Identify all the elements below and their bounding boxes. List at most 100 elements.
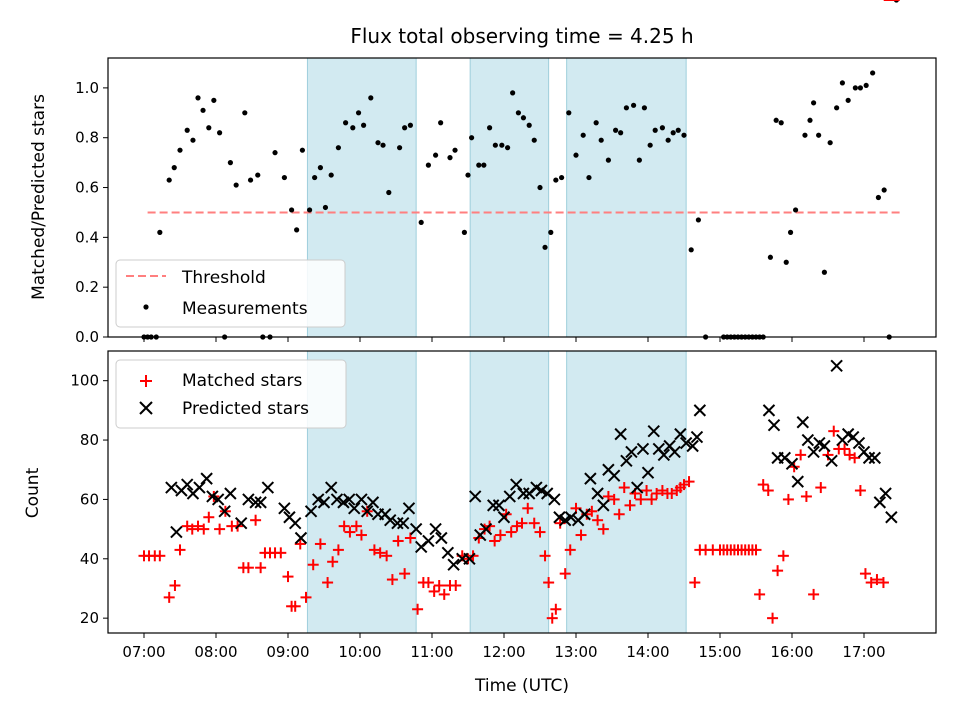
measurement-point — [675, 127, 681, 133]
matched-star-point — [839, 443, 851, 455]
matched-star-point — [186, 523, 198, 535]
matched-star-point — [777, 550, 789, 562]
x-bar — [517, 487, 530, 500]
measurement-points — [141, 0, 899, 340]
x-bar — [435, 531, 448, 545]
bottom-y-ticks: 20 40 60 80 100 — [70, 372, 108, 627]
measurement-point — [816, 132, 822, 138]
predicted-star-point — [614, 427, 627, 441]
measurement-point — [593, 120, 599, 126]
predicted-star-point — [641, 466, 655, 479]
matched-star-point — [322, 577, 334, 589]
x-bar — [762, 404, 776, 417]
measurement-point — [631, 102, 637, 108]
predicted-star-point — [885, 511, 898, 524]
measurement-point — [492, 142, 498, 148]
measurement-point — [688, 247, 694, 253]
x-bar — [548, 493, 561, 506]
x-bar — [360, 505, 374, 518]
x-bar — [294, 531, 308, 545]
measurement-point — [778, 120, 784, 126]
predicted-star-point — [441, 546, 455, 560]
predicted-star-point — [597, 499, 610, 512]
predicted-legend-label: Predicted stars — [182, 399, 309, 419]
predicted-star-point — [674, 427, 687, 441]
y-tick-label: 40 — [80, 550, 99, 568]
measurement-point — [447, 155, 453, 161]
y-tick-label: 20 — [80, 609, 99, 627]
matched-legend-label: Matched stars — [182, 371, 302, 391]
predicted-star-point — [224, 487, 237, 500]
matched-star-point — [250, 514, 262, 526]
matched-star-point — [757, 479, 769, 491]
x-bar — [825, 454, 838, 468]
predicted-star-point — [324, 481, 338, 494]
matched-star-point — [327, 556, 339, 568]
measurement-point — [537, 184, 543, 191]
measurement-point — [573, 152, 579, 158]
predicted-star-point — [690, 430, 704, 444]
measurement-point — [217, 130, 223, 136]
measurement-point — [335, 145, 341, 151]
predicted-star-point — [402, 502, 416, 515]
measurement-point — [184, 127, 190, 133]
predicted-star-point — [852, 436, 866, 450]
matched-star-point — [859, 568, 871, 580]
x-bar — [254, 496, 267, 509]
matched-star-point — [350, 520, 362, 532]
predicted-star-point — [791, 475, 804, 488]
y-tick-label: 1.0 — [75, 79, 99, 97]
matched-star-point — [750, 544, 762, 556]
predicted-star-point — [510, 478, 523, 491]
matched-star-point — [174, 544, 186, 556]
matched-star-point — [592, 514, 604, 526]
measurement-point — [821, 269, 828, 275]
matched-star-point — [613, 508, 625, 520]
x-bar — [636, 442, 650, 456]
x-bar — [668, 445, 681, 459]
matched-star-point — [169, 580, 181, 592]
x-bar — [463, 552, 476, 565]
matched-star-point — [683, 476, 695, 488]
x-bar — [342, 493, 356, 506]
x-bar — [497, 511, 511, 524]
measurement-point — [299, 147, 305, 153]
matched-star-point — [559, 568, 571, 580]
matched-star-point — [438, 588, 450, 600]
matched-star-point — [795, 449, 807, 461]
predicted-star-point — [630, 481, 644, 494]
predicted-star-point — [657, 448, 671, 462]
matched-star-point — [344, 526, 356, 538]
x-bar — [607, 469, 621, 482]
predicted-star-point — [447, 558, 460, 571]
matched-star-point — [355, 529, 367, 541]
x-bar — [218, 505, 231, 518]
top-legend: Threshold Measurements — [115, 259, 346, 328]
matched-star-point — [618, 482, 630, 494]
predicted-star-point — [391, 516, 404, 530]
predicted-star-point — [396, 516, 410, 530]
bottom-x-ticks: 07:00 08:00 09:00 10:00 11:00 12:00 13:00 14:00… — [122, 633, 886, 661]
matched-star-point — [550, 603, 562, 615]
x-bar — [647, 424, 660, 438]
x-bar — [492, 499, 506, 512]
matched-star-point — [332, 544, 344, 556]
measurement-point — [505, 145, 511, 151]
x-bar — [330, 493, 344, 506]
measurement-point — [670, 130, 676, 136]
matched-star-point — [635, 493, 647, 505]
predicted-star-point — [342, 493, 356, 506]
measurement-point — [767, 254, 774, 260]
matched-star-point — [543, 577, 555, 589]
x-bar — [807, 445, 820, 459]
x-bar — [165, 481, 178, 494]
measurement-point — [328, 172, 334, 178]
matched-star-point — [214, 523, 226, 535]
x-bar — [801, 433, 815, 447]
matched-star-point — [800, 490, 812, 502]
predicted-star-point — [762, 404, 776, 417]
x-bar — [447, 558, 460, 571]
matched-star-point — [762, 485, 774, 497]
matched-star-point — [275, 547, 287, 559]
measurement-point — [195, 95, 201, 101]
